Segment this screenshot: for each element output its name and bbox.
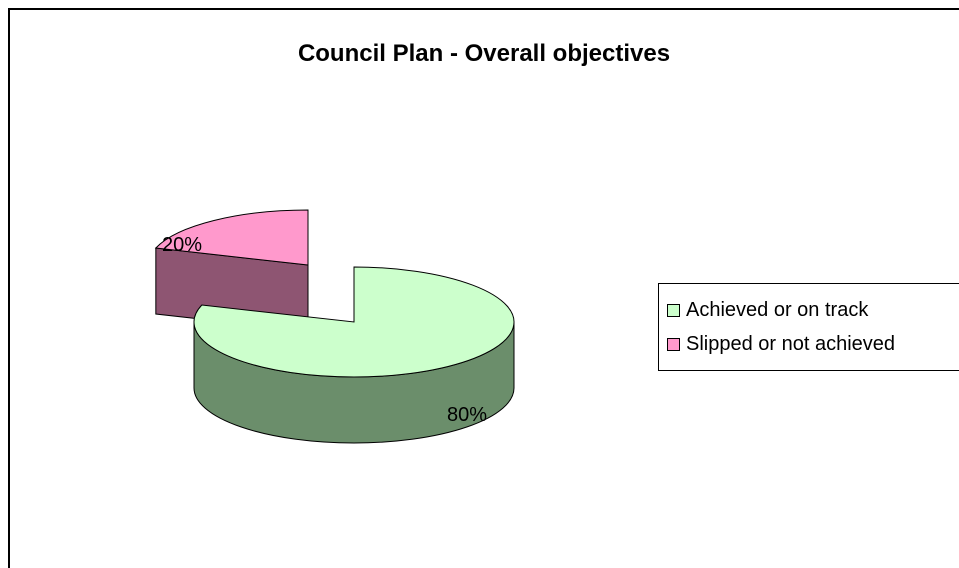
chart-area: Council Plan - Overall objectives 20% 80…	[8, 8, 959, 568]
legend-item-achieved: Achieved or on track	[667, 298, 868, 322]
chart-title: Council Plan - Overall objectives	[297, 40, 671, 67]
data-label-achieved: 80%	[447, 404, 488, 426]
legend-swatch-achieved	[667, 303, 680, 317]
legend-label-slipped: Slipped or not achieved	[686, 332, 896, 355]
pie-slice-achieved	[193, 266, 515, 378]
legend: Achieved or on track Slipped or not achi…	[658, 283, 959, 371]
pie-slice-slipped	[154, 209, 309, 266]
pie-chart	[154, 209, 515, 444]
legend-label-achieved: Achieved or on track	[686, 298, 869, 321]
data-label-slipped: 20%	[162, 234, 203, 256]
legend-swatch-slipped	[667, 337, 680, 351]
legend-item-slipped: Slipped or not achieved	[667, 332, 895, 356]
